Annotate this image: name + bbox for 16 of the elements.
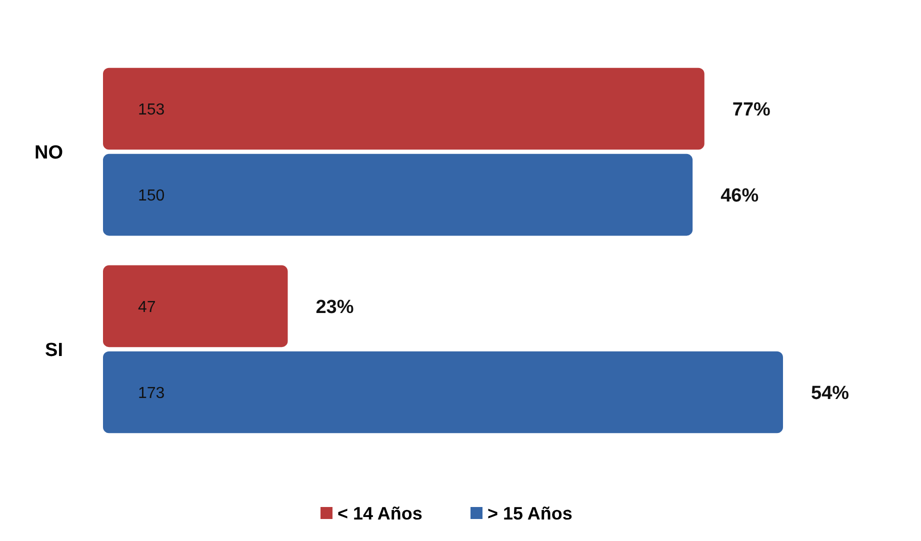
annotation: 46% [720, 185, 759, 206]
bar [103, 265, 288, 348]
y-tick-label: SI [45, 340, 63, 361]
annotation: 54% [811, 382, 850, 404]
legend-label: < 14 Años [338, 503, 422, 524]
legend-label: > 15 Años [488, 503, 572, 524]
data-label: 153 [138, 101, 165, 118]
y-tick-label: NO [34, 142, 63, 164]
data-label: 47 [138, 298, 156, 316]
bar [103, 68, 704, 150]
annotation: 23% [316, 296, 354, 318]
bar [103, 154, 693, 236]
data-label: 150 [138, 187, 165, 204]
bar [103, 351, 783, 434]
annotation: 77% [732, 99, 771, 120]
data-label: 173 [138, 384, 165, 402]
